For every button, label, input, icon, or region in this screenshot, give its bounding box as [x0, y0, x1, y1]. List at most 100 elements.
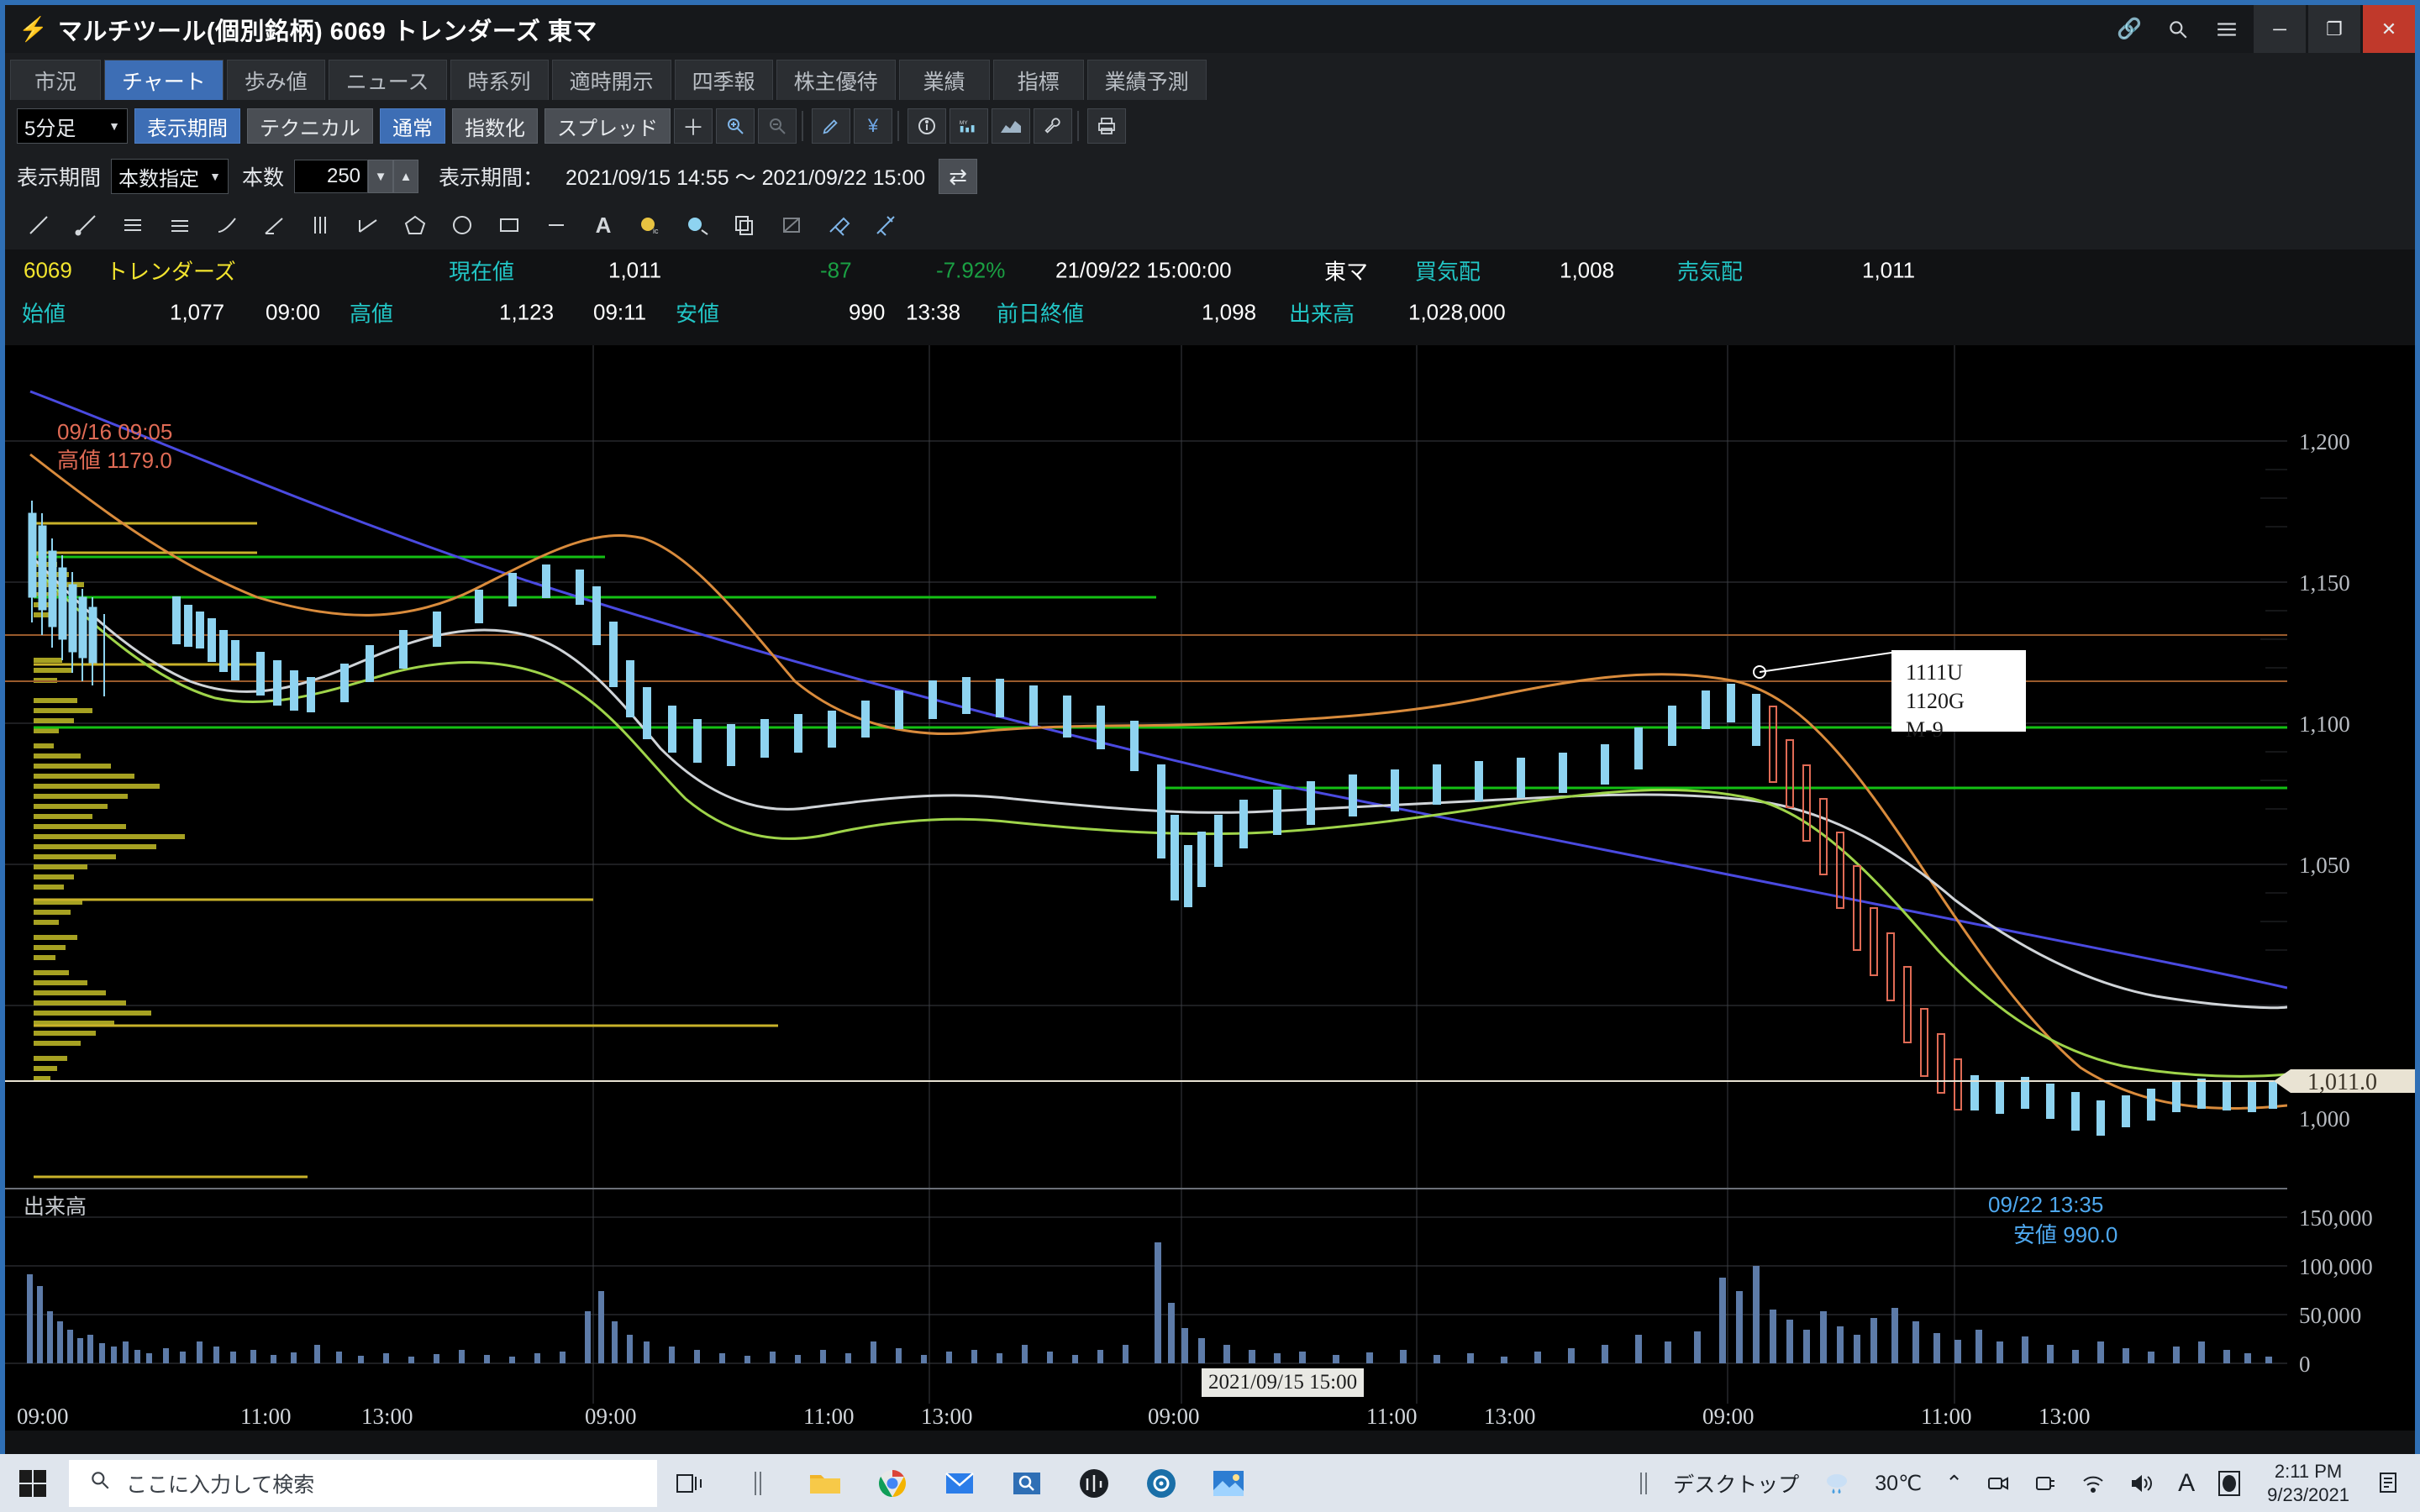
minus-icon[interactable]: [534, 206, 578, 244]
tab-gyouseki[interactable]: 業績: [898, 60, 990, 100]
index-mode-button[interactable]: 指数化: [452, 108, 538, 144]
time-upper-8: 13:00: [1484, 1404, 1536, 1429]
high-annotation: 09/16 09:05 高値 1179.0: [57, 419, 172, 473]
chevron-down-icon: ▼: [209, 170, 222, 183]
last-price-marker: 1,011.0: [5, 1069, 2415, 1095]
chart-canvas[interactable]: 09/16 09:05 高値 1179.0 09/22 13:35 安値 990…: [5, 345, 2415, 1431]
desktop-label[interactable]: デスクトップ: [1673, 1473, 1800, 1497]
toolbar-separator-2: [897, 111, 899, 141]
pencil-icon[interactable]: [812, 108, 850, 144]
reload-icon[interactable]: ⇄: [939, 159, 978, 194]
chart-callout[interactable]: 1111U 1120G M-9: [1753, 650, 2026, 742]
icon-stamp-alt-icon[interactable]: [676, 206, 719, 244]
tab-jikeiretsu[interactable]: 時系列: [450, 60, 549, 100]
trading-icon[interactable]: [1060, 1454, 1128, 1512]
close-button[interactable]: ✕: [2363, 5, 2415, 53]
rectangle-icon[interactable]: [487, 206, 531, 244]
line-icon[interactable]: [17, 206, 60, 244]
stock-name: トレンダーズ: [106, 259, 236, 285]
count-decrement-button[interactable]: ▼: [368, 160, 394, 193]
technical-button[interactable]: テクニカル: [247, 108, 373, 144]
tab-news[interactable]: ニュース: [328, 60, 447, 100]
ask-label: 売気配: [1677, 259, 1744, 285]
search-input[interactable]: ここに入力して検索: [69, 1459, 657, 1507]
tab-gyouseki-yosoku[interactable]: 業績予測: [1086, 60, 1207, 100]
display-period-button[interactable]: 表示期間: [134, 108, 240, 144]
camera-icon[interactable]: [1975, 1473, 2022, 1494]
wrench-icon[interactable]: [1034, 108, 1072, 144]
tab-shikyou[interactable]: 市況: [10, 60, 101, 100]
price-change: -87: [820, 257, 852, 283]
interval-value: 5分足: [24, 117, 76, 140]
zoom-out-icon[interactable]: [758, 108, 797, 144]
angle-icon[interactable]: [346, 206, 390, 244]
photo-icon[interactable]: [1195, 1454, 1262, 1512]
bar-count-input[interactable]: 250: [294, 160, 369, 193]
my-chart-icon[interactable]: MY: [950, 108, 988, 144]
eraser-icon[interactable]: [817, 206, 860, 244]
notification-icon[interactable]: [2365, 1471, 2413, 1496]
callout-line-1: 1111U: [1906, 660, 1963, 685]
range-label: 表示期間：: [439, 166, 544, 190]
normal-mode-button[interactable]: 通常: [380, 108, 445, 144]
interval-select[interactable]: 5分足 ▼: [17, 108, 128, 144]
ime-A-icon[interactable]: A: [2178, 1468, 2196, 1497]
copy-icon[interactable]: [723, 206, 766, 244]
chart-toolbar-period: 表示期間 本数指定 ▼ 本数 250 ▼ ▲ 表示期間： 2021/09/15 …: [5, 152, 2415, 201]
wifi-icon[interactable]: [2069, 1473, 2118, 1494]
tab-shihyou[interactable]: 指標: [992, 60, 1084, 100]
plus-icon[interactable]: ＋: [674, 108, 713, 144]
info-icon[interactable]: [908, 108, 946, 144]
trend-line-icon[interactable]: [64, 206, 108, 244]
high-annotation-line1: 09/16 09:05: [57, 419, 172, 444]
minimize-button[interactable]: ─: [2254, 5, 2306, 53]
icon-stamp-icon[interactable]: ic: [629, 206, 672, 244]
text-icon[interactable]: A: [581, 206, 625, 244]
period-mode-select[interactable]: 本数指定 ▼: [111, 159, 229, 194]
ma-mid-line: [29, 453, 2287, 1110]
parallel-lines-icon[interactable]: [158, 206, 202, 244]
plug-icon[interactable]: [2022, 1473, 2069, 1494]
zoom-in-icon[interactable]: [716, 108, 755, 144]
pentagon-icon[interactable]: [393, 206, 437, 244]
chrome-icon[interactable]: [859, 1454, 926, 1512]
volume-profile: [34, 552, 185, 1081]
task-view-icon[interactable]: [657, 1454, 724, 1512]
circle-icon[interactable]: [440, 206, 484, 244]
windows-icon[interactable]: [0, 1454, 66, 1512]
area-chart-icon[interactable]: [992, 108, 1030, 144]
toolbar-separator-3: [1077, 111, 1079, 141]
analytics-icon[interactable]: [1128, 1454, 1195, 1512]
magnifier-icon[interactable]: [993, 1454, 1060, 1512]
maximize-button[interactable]: ❐: [2308, 5, 2360, 53]
tab-shikihou[interactable]: 四季報: [674, 60, 773, 100]
link-icon[interactable]: 🔗: [2117, 18, 2142, 40]
mail-icon[interactable]: [926, 1454, 993, 1512]
tab-tekiji-kaiji[interactable]: 適時開示: [551, 60, 671, 100]
delete-all-icon[interactable]: [864, 206, 908, 244]
tab-chart[interactable]: チャート: [104, 60, 224, 100]
taskbar-clock[interactable]: 2:11 PM 9/23/2021: [2252, 1460, 2365, 1506]
title-bar: ⚡ マルチツール(個別銘柄) 6069 トレンダーズ 東マ 🔗 ─ ❐ ✕: [5, 5, 2415, 53]
clear-icon[interactable]: [770, 206, 813, 244]
volume-bars: [27, 1242, 2272, 1363]
menu-icon[interactable]: [2202, 5, 2251, 53]
spread-mode-button[interactable]: スプレッド: [544, 108, 671, 144]
count-increment-button[interactable]: ▲: [393, 160, 419, 193]
rain-icon[interactable]: [1811, 1470, 1863, 1497]
tab-ayumine[interactable]: 歩み値: [226, 60, 325, 100]
period-label: 表示期間: [17, 166, 102, 190]
horizontal-lines-icon[interactable]: [111, 206, 155, 244]
grid-icon[interactable]: [299, 206, 343, 244]
print-icon[interactable]: [1087, 108, 1126, 144]
search-icon[interactable]: [2154, 5, 2202, 53]
chevron-up-icon[interactable]: ⌃: [1945, 1471, 1964, 1495]
ime-moon-icon[interactable]: [2207, 1470, 2252, 1496]
tab-kabunushi-yutai[interactable]: 株主優待: [776, 60, 896, 100]
fib-icon[interactable]: [205, 206, 249, 244]
folder-icon[interactable]: [792, 1454, 859, 1512]
time-upper-10: 11:00: [1921, 1404, 1972, 1429]
yen-icon[interactable]: ¥: [854, 108, 892, 144]
volume-icon[interactable]: [2118, 1473, 2166, 1494]
pitchfork-icon[interactable]: [252, 206, 296, 244]
